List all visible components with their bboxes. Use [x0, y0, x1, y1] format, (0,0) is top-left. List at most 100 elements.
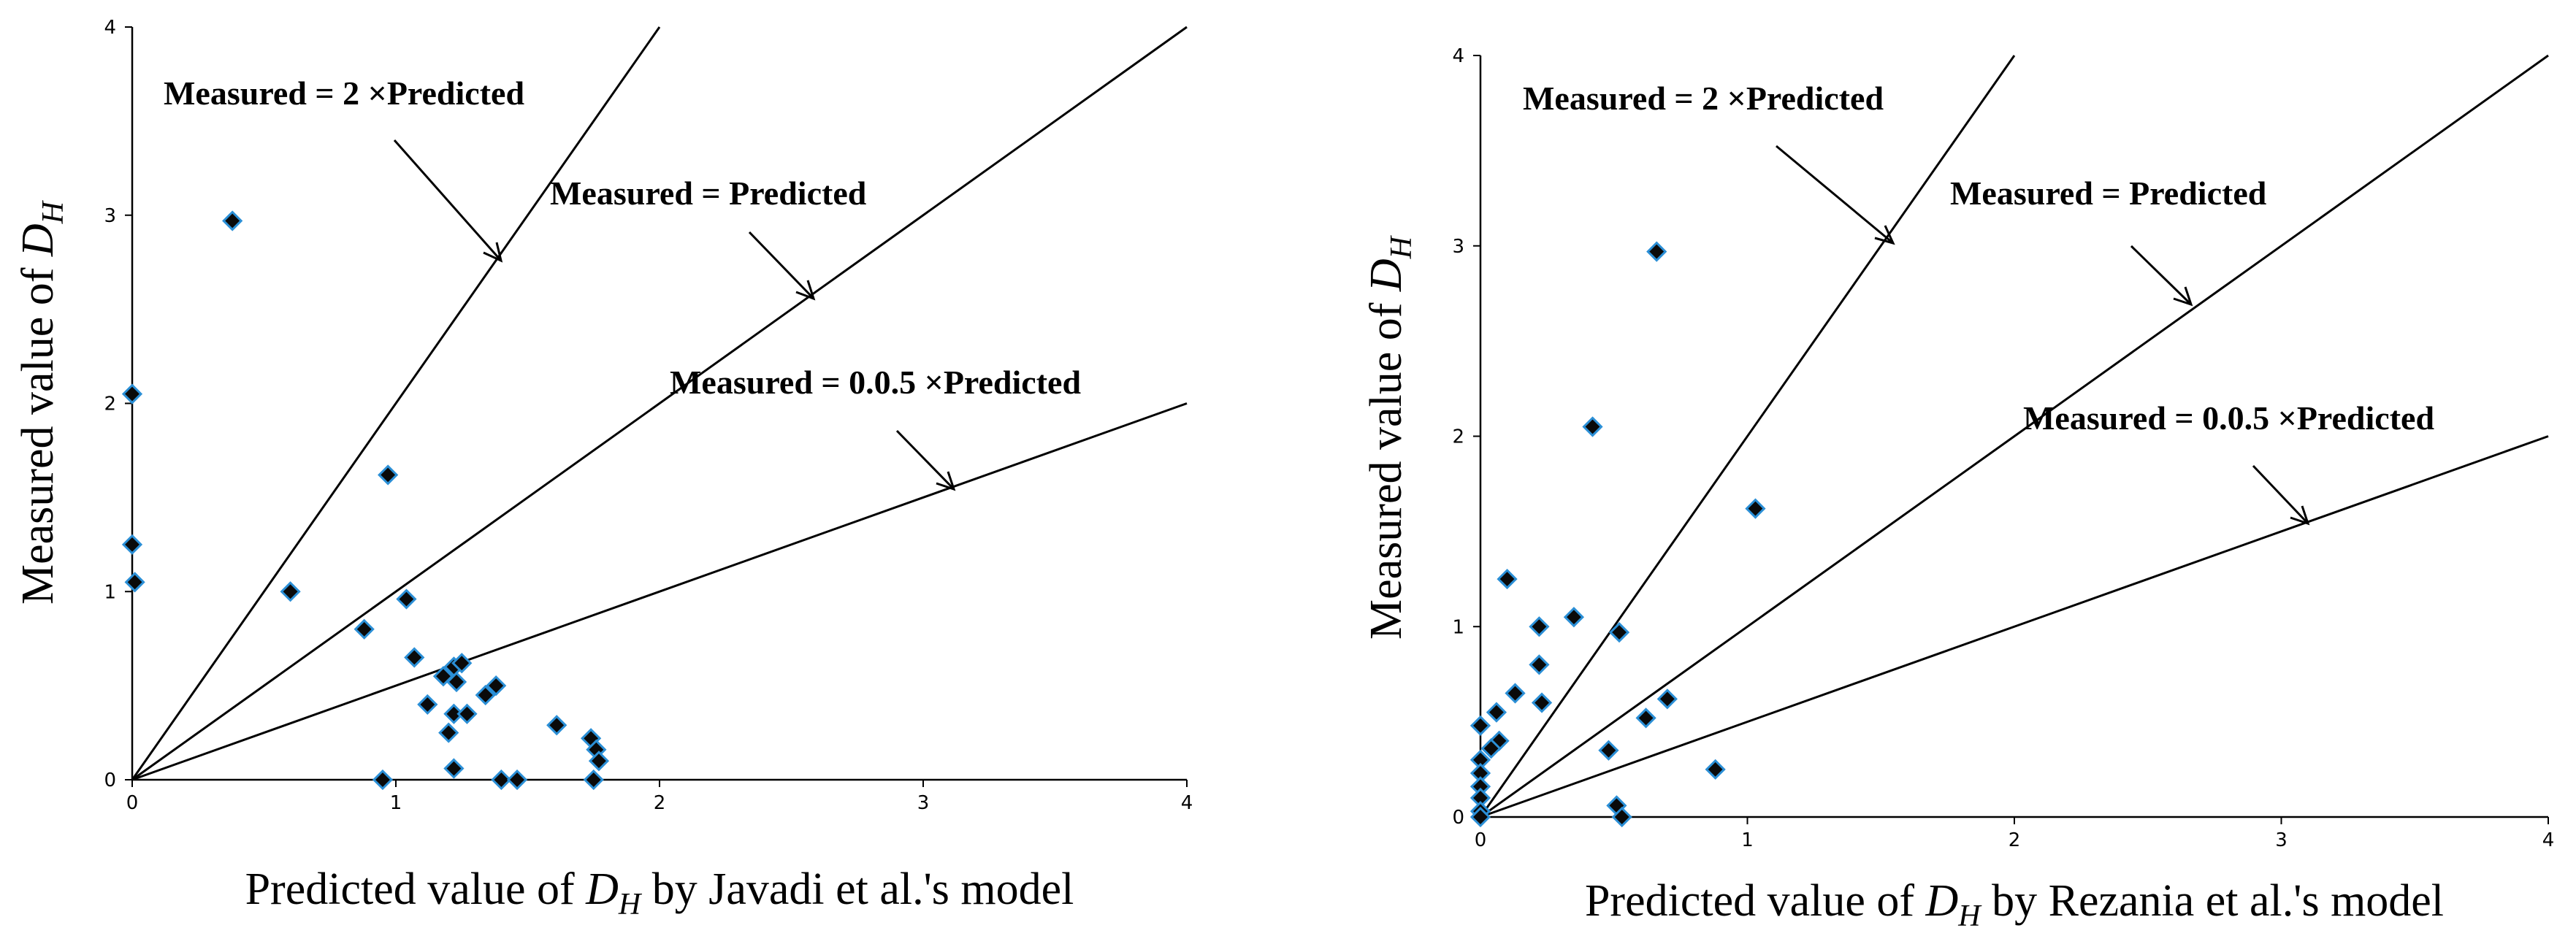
data-point	[588, 751, 610, 772]
annotation-05x-arrow	[895, 429, 955, 491]
annotation-2x-arrow	[393, 139, 502, 261]
annotation-05x: Measured = 0.0.5 ×Predicted	[670, 364, 1081, 401]
y-axis-title-symbol: D	[1361, 258, 1411, 292]
annotation-2x-arrowhead	[1874, 225, 1895, 245]
data-point	[1469, 806, 1491, 828]
data-point	[1531, 692, 1553, 713]
data-point	[124, 572, 145, 593]
data-point	[1529, 616, 1550, 637]
y-axis-title-subscript: H	[37, 199, 70, 224]
annotation-05x: Measured = 0.0.5 ×Predicted	[2023, 399, 2434, 437]
y-axis-title: Measured value of DH	[1361, 234, 1418, 640]
y-tick-label: 0	[104, 770, 116, 791]
x-tick-label: 4	[1181, 792, 1193, 814]
annotation-1x-arrowhead	[2173, 286, 2193, 307]
data-point	[280, 581, 301, 602]
annotation-1x-arrow	[748, 231, 815, 300]
data-point	[583, 769, 604, 791]
data-point	[438, 722, 459, 743]
x-tick-label: 1	[1741, 829, 1754, 851]
data-point	[446, 671, 467, 693]
x-tick-label: 2	[654, 792, 666, 814]
y-tick-label: 0	[1452, 807, 1464, 829]
annotation-05x-arrowhead	[2290, 505, 2310, 526]
y-tick-label: 4	[1452, 45, 1464, 67]
annotation-1x: Measured = Predicted	[1950, 174, 2267, 212]
y-tick-label: 2	[104, 394, 116, 415]
data-point	[1529, 654, 1550, 675]
data-point	[1635, 707, 1656, 729]
y-axis-title: Measured value of DH	[13, 199, 70, 605]
y-tick-label: 3	[1452, 236, 1464, 258]
y-tick-label: 1	[1452, 616, 1464, 638]
data-point	[506, 769, 528, 791]
annotation-1x: Measured = Predicted	[550, 174, 867, 212]
annotation-1x-arrow	[2130, 245, 2193, 306]
x-tick-label: 1	[390, 792, 402, 814]
x-axis-title-rest: by Rezania et al.'s model	[1981, 876, 2444, 926]
data-point	[1563, 607, 1585, 628]
data-point	[396, 588, 417, 610]
data-point	[417, 694, 438, 716]
data-point	[1608, 621, 1630, 643]
y-tick-label: 2	[1452, 426, 1464, 448]
x-tick-label: 0	[1475, 829, 1487, 851]
data-point	[1497, 568, 1518, 590]
annotation-05x-arrowhead	[936, 471, 956, 491]
data-point	[456, 703, 478, 724]
x-tick-label: 3	[917, 792, 930, 814]
reference-line	[1480, 435, 2549, 818]
x-axis-title-symbol: D	[1925, 876, 1959, 926]
y-axis-title-symbol: D	[13, 223, 63, 257]
y-tick-label: 4	[104, 17, 116, 39]
data-point	[475, 684, 496, 706]
x-axis-title-symbol: D	[585, 864, 619, 914]
x-axis-title-main: Predicted value of	[1585, 876, 1926, 926]
data-point	[372, 769, 394, 791]
y-axis-title-main: Measured value of	[13, 256, 63, 605]
data-point	[353, 618, 375, 640]
y-tick-label: 3	[104, 205, 116, 227]
reference-line	[131, 402, 1188, 781]
data-point	[546, 715, 567, 736]
data-point	[443, 758, 465, 779]
x-axis-title: Predicted value of DH by Rezania et al.'…	[1585, 876, 2444, 933]
data-point	[1582, 416, 1603, 437]
annotation-1x-arrowhead	[795, 280, 816, 301]
x-tick-label: 2	[2009, 829, 2021, 851]
data-point	[404, 647, 425, 668]
data-point	[1745, 498, 1766, 519]
data-point	[1505, 683, 1526, 704]
y-tick-label: 1	[104, 581, 116, 603]
annotation-2x-arrowhead	[483, 242, 503, 263]
data-point	[1656, 688, 1678, 710]
x-axis-title-subscript: H	[1957, 899, 1982, 933]
x-axis-title: Predicted value of DH by Javadi et al.'s…	[245, 864, 1074, 921]
data-point	[121, 383, 143, 404]
annotation-2x-arrow	[1776, 145, 1894, 245]
data-point	[1705, 759, 1726, 780]
chart-rezania: 0 1 2 3 4 0 1 2 3 4 Measured = 2 ×Predicted Measu…	[1361, 45, 2554, 933]
data-point	[486, 675, 507, 697]
reference-line	[131, 26, 661, 780]
data-point	[451, 653, 473, 674]
data-point	[1611, 806, 1632, 828]
data-point	[222, 210, 243, 231]
annotation-2x: Measured = 2 ×Predicted	[1523, 80, 1884, 117]
x-axis-title-subscript: H	[618, 888, 643, 921]
x-tick-label: 3	[2275, 829, 2288, 851]
data-point	[1598, 740, 1619, 761]
reference-line	[1479, 55, 2016, 818]
data-point	[1480, 738, 1502, 759]
data-point	[378, 464, 399, 486]
x-axis-title-rest: by Javadi et al.'s model	[641, 864, 1074, 914]
x-tick-label: 4	[2542, 829, 2555, 851]
data-point	[1486, 702, 1507, 723]
data-point	[1646, 241, 1667, 262]
data-point	[121, 534, 143, 555]
reference-line	[131, 26, 1188, 781]
data-point	[491, 769, 512, 791]
chart-javadi: 0 1 2 3 4 0 1 2 3 4 Measured = 2 ×Predicted Measu…	[13, 17, 1193, 921]
x-axis-title-main: Predicted value of	[245, 864, 586, 914]
